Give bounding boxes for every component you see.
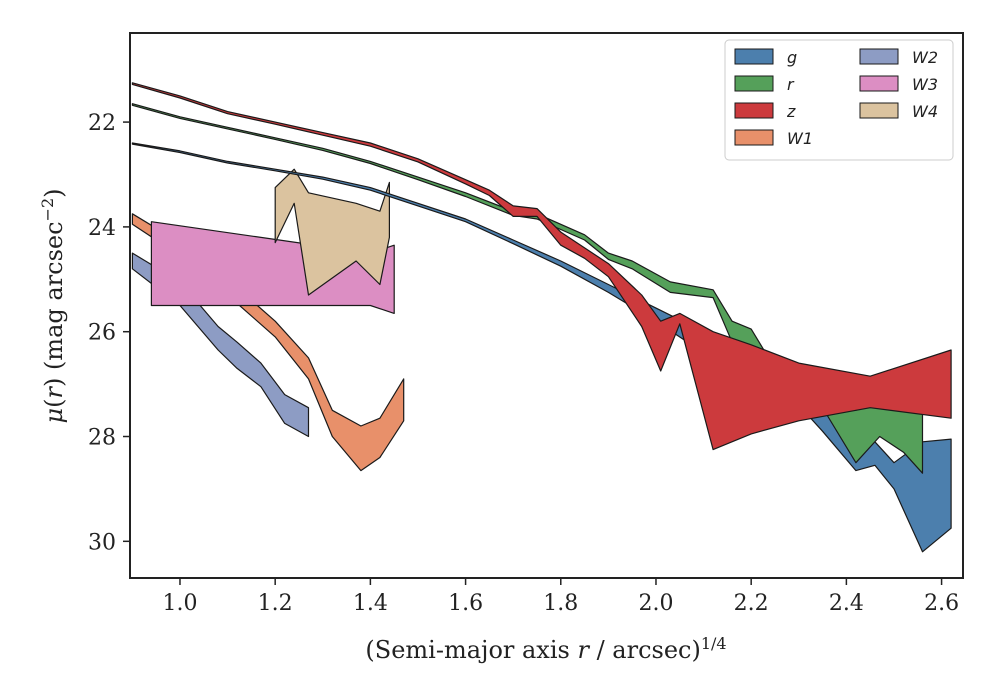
x-tick-label: 2.4 [829,591,864,616]
x-tick-label: 2.6 [924,591,959,616]
x-axis: 1.0 1.2 1.4 1.6 1.8 2.0 2.2 2.4 2.6 [162,578,959,616]
legend-swatch-r [734,75,774,92]
legend-label-z: z [786,102,796,121]
x-tick-label: 1.2 [258,591,293,616]
legend: grz W1 W2 W3 W4 [724,39,954,161]
legend-label-w3: W3 [912,75,938,94]
band-g [131,142,952,553]
series-layer [131,82,952,553]
legend-label-w1: W1 [787,129,813,148]
x-tick-label: 1.0 [162,591,197,616]
y-tick-label: 30 [88,530,116,555]
band-z [131,82,952,451]
x-axis-label: (Semi-major axis r / arcsec)1/4 [365,634,726,664]
plot-frame [129,32,964,579]
x-tick-label: 2.2 [734,591,769,616]
legend-label-r: r [787,75,795,94]
x-tick-label: 1.8 [543,591,578,616]
legend-swatch-w4 [859,102,899,119]
legend-swatch-z [734,102,774,119]
band-w4 [274,168,390,296]
y-tick-label: 22 [88,111,116,136]
x-tick-label: 2.0 [638,591,673,616]
x-tick-label: 1.6 [448,591,483,616]
legend-swatch-w2 [859,48,899,65]
y-tick-label: 28 [88,426,116,451]
legend-swatch-g [734,48,774,65]
legend-label-w4: W4 [912,102,938,121]
legend-swatch-w1 [734,129,774,146]
legend-label-g: g [787,48,797,67]
y-axis-label: μ(r) (mag arcsec−2) [38,188,68,423]
x-tick-label: 1.4 [353,591,388,616]
y-axis: 22 24 26 28 30 [88,111,130,555]
legend-frame [724,39,954,161]
y-tick-label: 24 [88,216,116,241]
legend-label-w2: W2 [912,48,938,67]
legend-swatch-w3 [859,75,899,92]
y-tick-label: 26 [88,321,116,346]
